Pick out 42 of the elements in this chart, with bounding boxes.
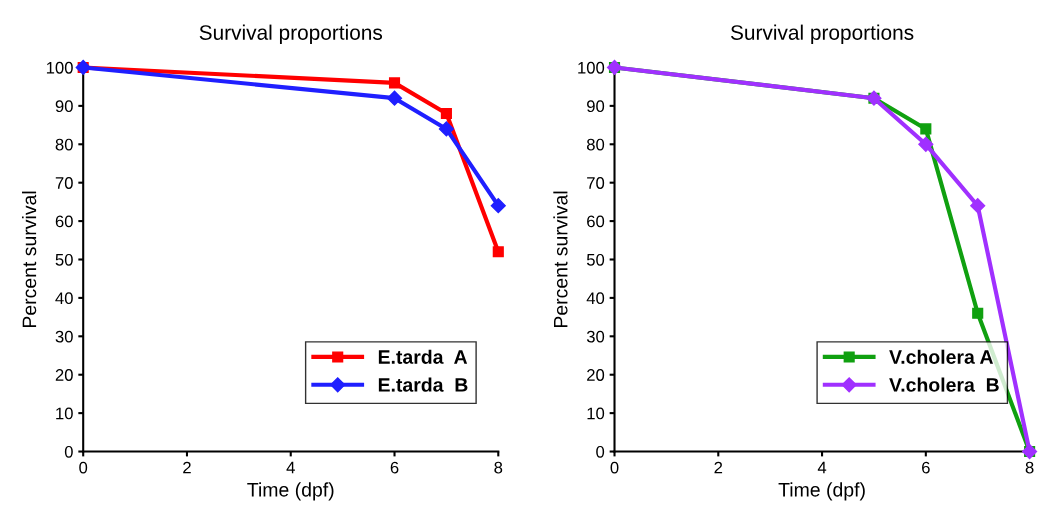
y-tick-label: 70	[587, 177, 605, 189]
x-tick-label: 6	[922, 461, 930, 474]
y-tick-label: 80	[586, 138, 605, 151]
chart-title: Survival proportions	[730, 24, 914, 45]
x-tick-label: 0	[610, 461, 619, 474]
x-axis-title: Time (dpf)	[778, 482, 865, 501]
y-axis-title: Percent survival	[553, 191, 568, 328]
x-tick-label: 0	[79, 461, 88, 474]
legend-label: V.cholera A	[889, 349, 994, 364]
y-tick-label: 0	[596, 445, 605, 458]
y-tick-label: 50	[586, 253, 605, 266]
legend-label: E.tarda B	[378, 377, 468, 392]
chart-title: Survival proportions	[199, 24, 383, 45]
x-tick-label: 4	[286, 461, 295, 474]
y-tick-label: 20	[55, 369, 73, 381]
y-tick-label: 80	[55, 138, 73, 151]
y-tick-label: 60	[587, 215, 605, 228]
y-tick-label: 60	[55, 215, 73, 228]
x-axis-title: Time (dpf)	[247, 482, 334, 501]
x-tick-label: 8	[494, 461, 503, 474]
y-tick-label: 90	[55, 100, 73, 113]
y-tick-label: 10	[56, 407, 73, 420]
x-tick-label: 2	[714, 461, 723, 474]
y-tick-label: 50	[55, 253, 73, 266]
y-tick-label: 40	[586, 292, 605, 305]
y-tick-label: 10	[587, 407, 605, 420]
legend-label: V.cholera B	[889, 377, 999, 392]
y-tick-label: 90	[587, 100, 605, 113]
x-tick-label: 2	[183, 461, 191, 474]
legend-label: E.tarda A	[378, 349, 468, 364]
y-tick-label: 0	[64, 445, 73, 458]
y-tick-label: 30	[586, 330, 605, 343]
x-tick-label: 6	[390, 461, 399, 474]
y-tick-label: 20	[587, 369, 605, 381]
x-tick-label: 4	[817, 461, 827, 474]
y-tick-label: 100	[578, 61, 605, 74]
y-tick-label: 30	[55, 330, 73, 343]
y-axis-title: Percent survival	[21, 191, 37, 328]
x-tick-label: 8	[1025, 461, 1034, 474]
y-tick-label: 40	[55, 292, 73, 305]
y-tick-label: 100	[46, 61, 73, 74]
y-tick-label: 70	[55, 177, 73, 189]
